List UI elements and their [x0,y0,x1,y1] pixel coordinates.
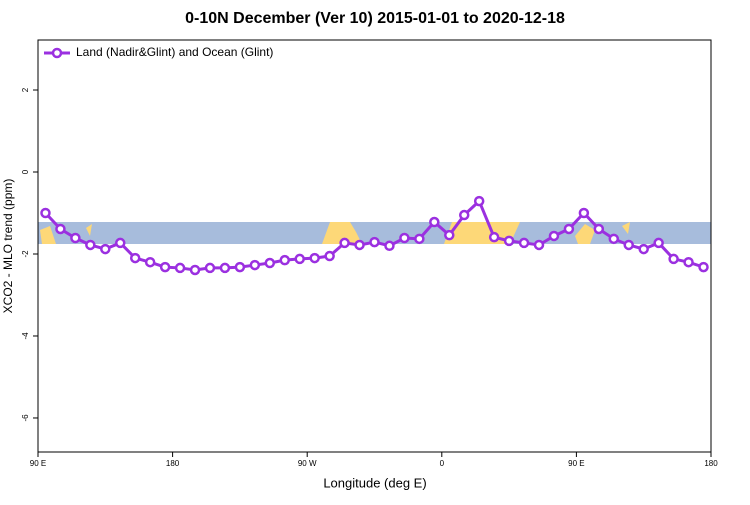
x-tick-label: 0 [440,459,445,468]
point [85,239,96,251]
point [473,195,485,207]
x-tick-label: 180 [166,459,180,468]
land [86,224,92,236]
point [623,239,634,251]
point [429,216,440,228]
point [129,252,141,264]
point [593,223,605,235]
ocean-strip [38,222,711,244]
point [264,257,276,269]
land [575,224,595,244]
land [40,226,56,244]
point [698,261,709,273]
point [608,233,620,245]
x-tick-label: 90 W [298,459,317,468]
point [70,232,81,244]
point [548,230,560,242]
x-tick-label: 90 E [30,459,46,468]
point [653,237,664,249]
point [174,262,186,274]
point [159,261,171,273]
legend-marker [51,47,63,59]
point [638,243,649,255]
point [518,237,530,249]
point [144,256,156,268]
y-tick-label: -2 [21,250,30,258]
point [204,262,216,274]
point [503,235,515,247]
x-tick-label: 90 E [568,459,584,468]
point [354,239,365,251]
legend-label: Land (Nadir&Glint) and Ocean (Glint) [76,45,273,59]
point [249,259,261,271]
point [309,252,320,264]
y-axis-label: XCO2 - MLO trend (ppm) [1,179,15,314]
point [563,223,575,235]
point [339,237,350,249]
y-tick-label: 0 [21,169,30,174]
point [683,256,694,268]
point [219,262,231,274]
point [324,250,335,262]
chart-title: 0-10N December (Ver 10) 2015-01-01 to 20… [185,10,565,27]
point [40,207,51,219]
point [458,209,470,221]
point [399,232,410,244]
point [294,253,305,265]
point [414,233,425,245]
land [622,222,630,234]
map-strip [38,222,711,244]
point [578,207,590,219]
point [533,239,545,251]
land [322,222,362,244]
point [234,261,246,273]
y-tick-label: -6 [21,414,30,422]
point [279,254,291,266]
plot-frame [37,39,712,453]
point [55,223,66,235]
point [668,253,679,265]
y-tick-label: 2 [21,87,30,92]
point [444,229,455,241]
point [100,243,111,255]
point [488,231,500,243]
x-tick-label: 180 [704,459,718,468]
point [189,264,201,276]
point [115,237,126,249]
x-axis-label: Longitude (deg E) [323,475,426,490]
point [384,240,395,252]
point [369,236,380,248]
y-tick-label: -4 [21,332,30,340]
